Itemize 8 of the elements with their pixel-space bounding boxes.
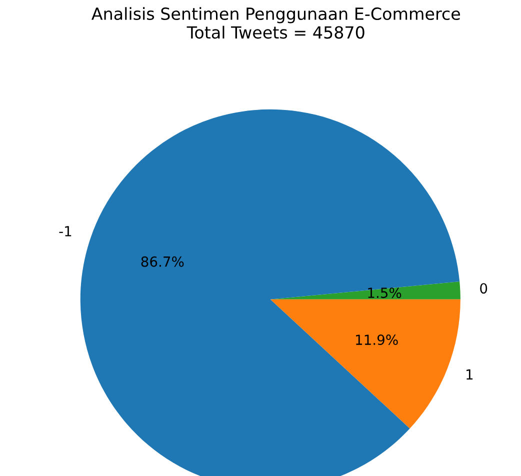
chart-subtitle: Total Tweets = 45870 (186, 26, 364, 39)
data-label: 11.9% (356, 334, 398, 346)
chart-title: Analisis Sentimen Penggunaan E-Commerce (92, 7, 460, 24)
slice-label: -1 (59, 226, 72, 236)
slice-label: 0 (480, 283, 488, 294)
data-label: 86.7% (141, 256, 184, 267)
slice-label: 1 (466, 369, 473, 380)
data-label: 1.5% (368, 288, 402, 298)
